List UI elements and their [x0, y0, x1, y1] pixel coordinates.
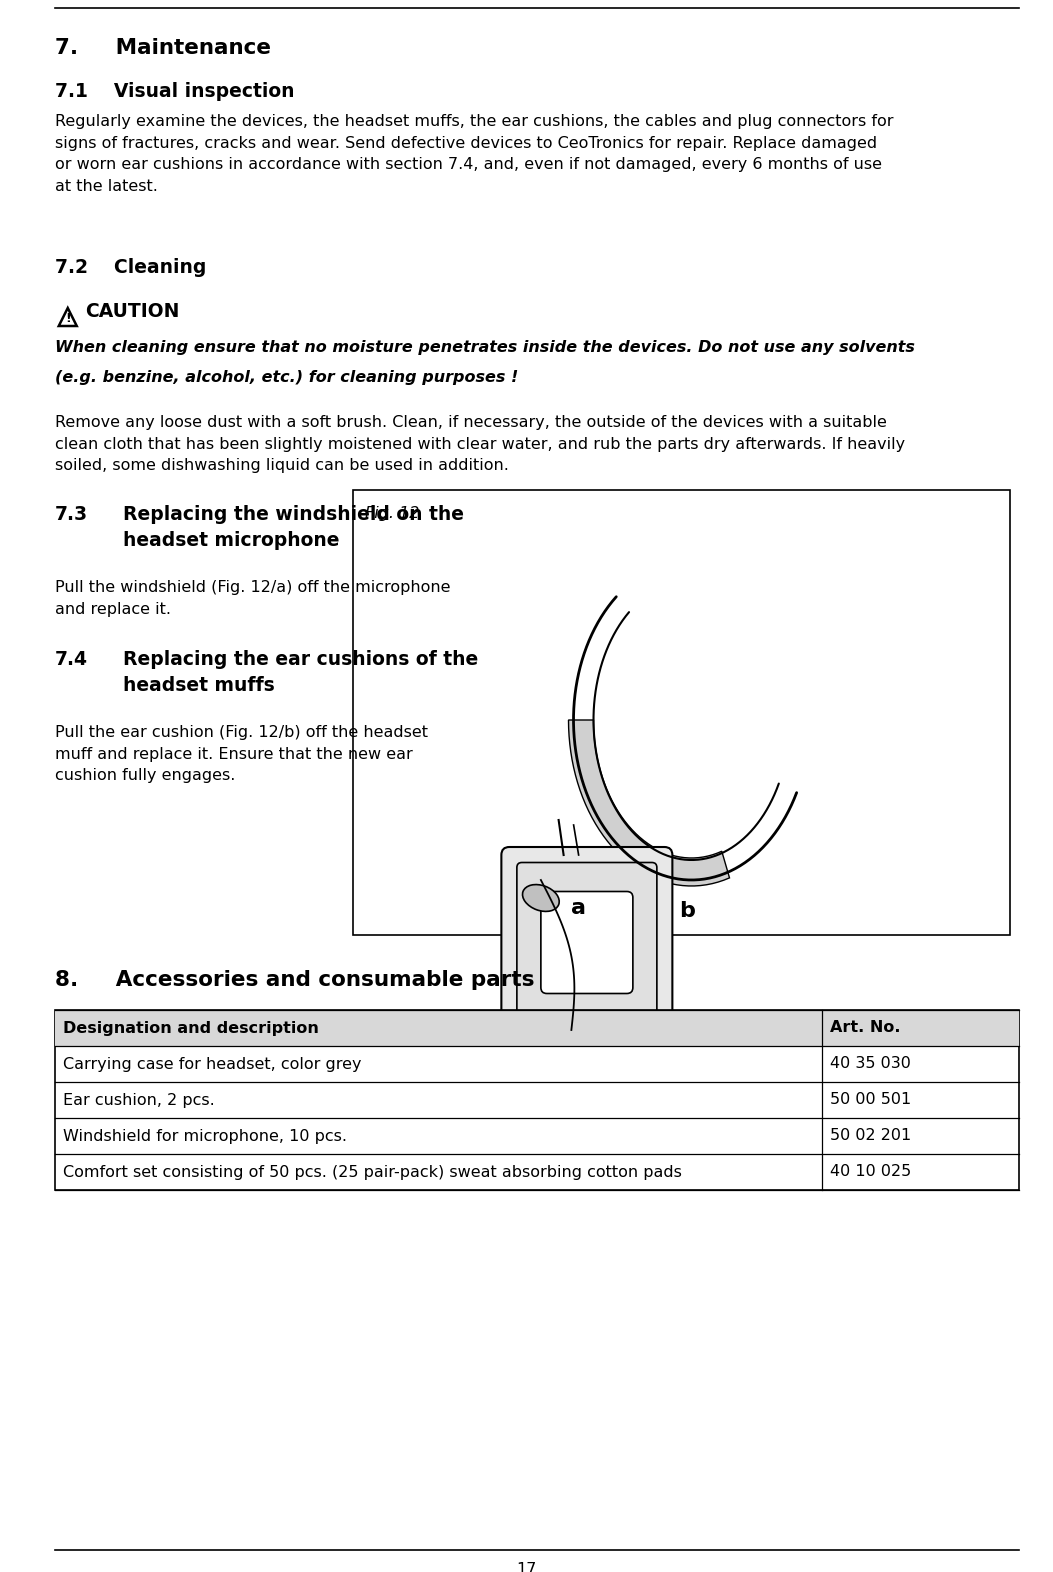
Text: 50 00 501: 50 00 501	[830, 1093, 911, 1108]
Text: Designation and description: Designation and description	[63, 1020, 319, 1036]
Text: Windshield for microphone, 10 pcs.: Windshield for microphone, 10 pcs.	[63, 1129, 346, 1143]
Bar	[353, 490, 1010, 935]
FancyBboxPatch shape	[501, 847, 673, 1038]
Text: 7.4: 7.4	[55, 649, 87, 670]
Text: 8.     Accessories and consumable parts: 8. Accessories and consumable parts	[55, 970, 534, 990]
Text: 40 35 030: 40 35 030	[830, 1056, 911, 1072]
Text: Carrying case for headset, color grey: Carrying case for headset, color grey	[63, 1056, 361, 1072]
Bar	[55, 1009, 1019, 1045]
Text: 40 10 025: 40 10 025	[830, 1165, 911, 1179]
Text: Pull the windshield (Fig. 12/a) off the microphone
and replace it.: Pull the windshield (Fig. 12/a) off the …	[55, 580, 451, 616]
Text: a: a	[571, 898, 585, 918]
Text: headset microphone: headset microphone	[123, 531, 339, 550]
Text: 7.2    Cleaning: 7.2 Cleaning	[55, 258, 206, 277]
Text: b: b	[679, 901, 695, 921]
Text: When cleaning ensure that no moisture penetrates inside the devices. Do not use : When cleaning ensure that no moisture pe…	[55, 340, 915, 355]
Text: Art. No.: Art. No.	[830, 1020, 900, 1036]
Text: Replacing the windshield on the: Replacing the windshield on the	[123, 505, 463, 523]
Text: 7.1    Visual inspection: 7.1 Visual inspection	[55, 82, 294, 101]
FancyBboxPatch shape	[517, 863, 657, 1022]
Text: Pull the ear cushion (Fig. 12/b) off the headset
muff and replace it. Ensure tha: Pull the ear cushion (Fig. 12/b) off the…	[55, 725, 428, 783]
Text: Remove any loose dust with a soft brush. Clean, if necessary, the outside of the: Remove any loose dust with a soft brush.…	[55, 415, 905, 473]
Text: 50 02 201: 50 02 201	[830, 1129, 911, 1143]
Text: 17: 17	[516, 1563, 537, 1572]
Text: Fig. 12: Fig. 12	[365, 506, 419, 520]
Polygon shape	[569, 720, 730, 887]
Text: CAUTION: CAUTION	[84, 302, 179, 321]
Text: !: !	[65, 313, 71, 325]
Bar	[55, 1009, 1019, 1190]
Text: headset muffs: headset muffs	[123, 676, 275, 695]
Text: 7.     Maintenance: 7. Maintenance	[55, 38, 271, 58]
Ellipse shape	[522, 885, 559, 912]
Text: Ear cushion, 2 pcs.: Ear cushion, 2 pcs.	[63, 1093, 215, 1108]
Text: Replacing the ear cushions of the: Replacing the ear cushions of the	[123, 649, 478, 670]
Text: Regularly examine the devices, the headset muffs, the ear cushions, the cables a: Regularly examine the devices, the heads…	[55, 115, 893, 193]
Text: 7.3: 7.3	[55, 505, 87, 523]
FancyBboxPatch shape	[541, 891, 633, 994]
Text: Comfort set consisting of 50 pcs. (25 pair-pack) sweat absorbing cotton pads: Comfort set consisting of 50 pcs. (25 pa…	[63, 1165, 681, 1179]
Text: (e.g. benzine, alcohol, etc.) for cleaning purposes !: (e.g. benzine, alcohol, etc.) for cleani…	[55, 369, 518, 385]
